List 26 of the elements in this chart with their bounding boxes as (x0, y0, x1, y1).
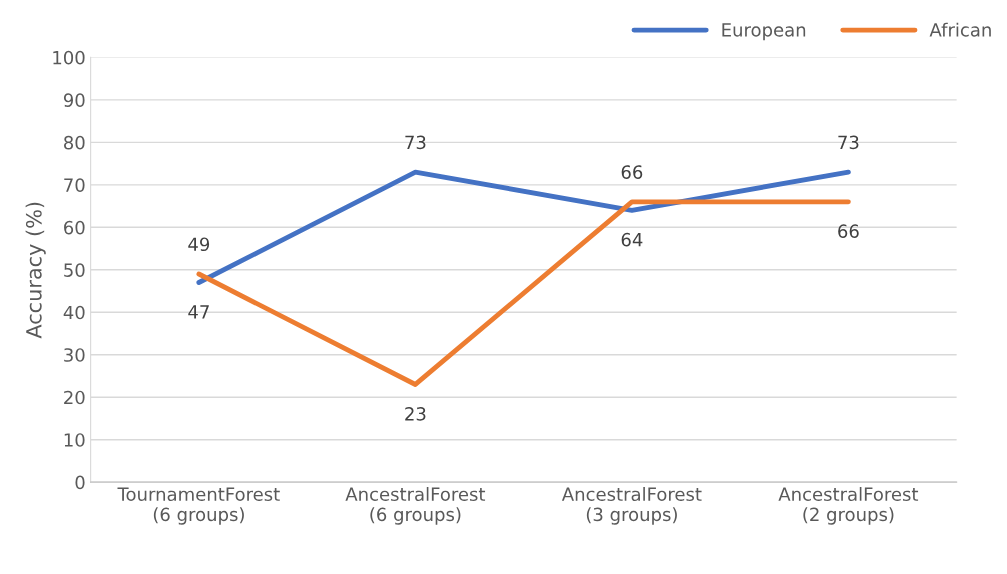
y-tick-label: 60 (64, 220, 85, 235)
y-tick-label: 100 (53, 50, 85, 65)
y-tick-label: 30 (64, 348, 85, 362)
data-label: 66 (838, 224, 859, 239)
y-tick-label: 40 (63, 305, 85, 320)
y-tick-label: 50 (64, 263, 85, 277)
y-tick-label: 20 (64, 390, 85, 405)
data-label: 66 (621, 165, 643, 179)
y-tick-label: 90 (63, 93, 85, 107)
y-tick-label: 80 (64, 135, 85, 150)
x-tick-label: AncestralForest (3 groups) (561, 487, 702, 525)
data-label: 64 (621, 232, 643, 247)
data-label: 47 (188, 305, 209, 319)
y-tick-label: 70 (64, 178, 85, 192)
legend-label: African (929, 22, 991, 37)
y-tick-label: 10 (64, 433, 85, 447)
legend-label: European (722, 23, 806, 41)
x-tick-label: TournamentForest (6 groups) (117, 487, 280, 525)
data-label: 23 (405, 407, 426, 421)
y-axis-title: Accuracy (%) (25, 202, 46, 339)
data-label: 73 (405, 135, 426, 150)
x-tick-label: AncestralForest (6 groups) (345, 487, 486, 525)
y-tick-label: 0 (75, 475, 85, 490)
x-tick-label: AncestralForest (2 groups) (778, 487, 919, 525)
data-label: 49 (188, 237, 210, 252)
data-label: 73 (838, 135, 859, 150)
